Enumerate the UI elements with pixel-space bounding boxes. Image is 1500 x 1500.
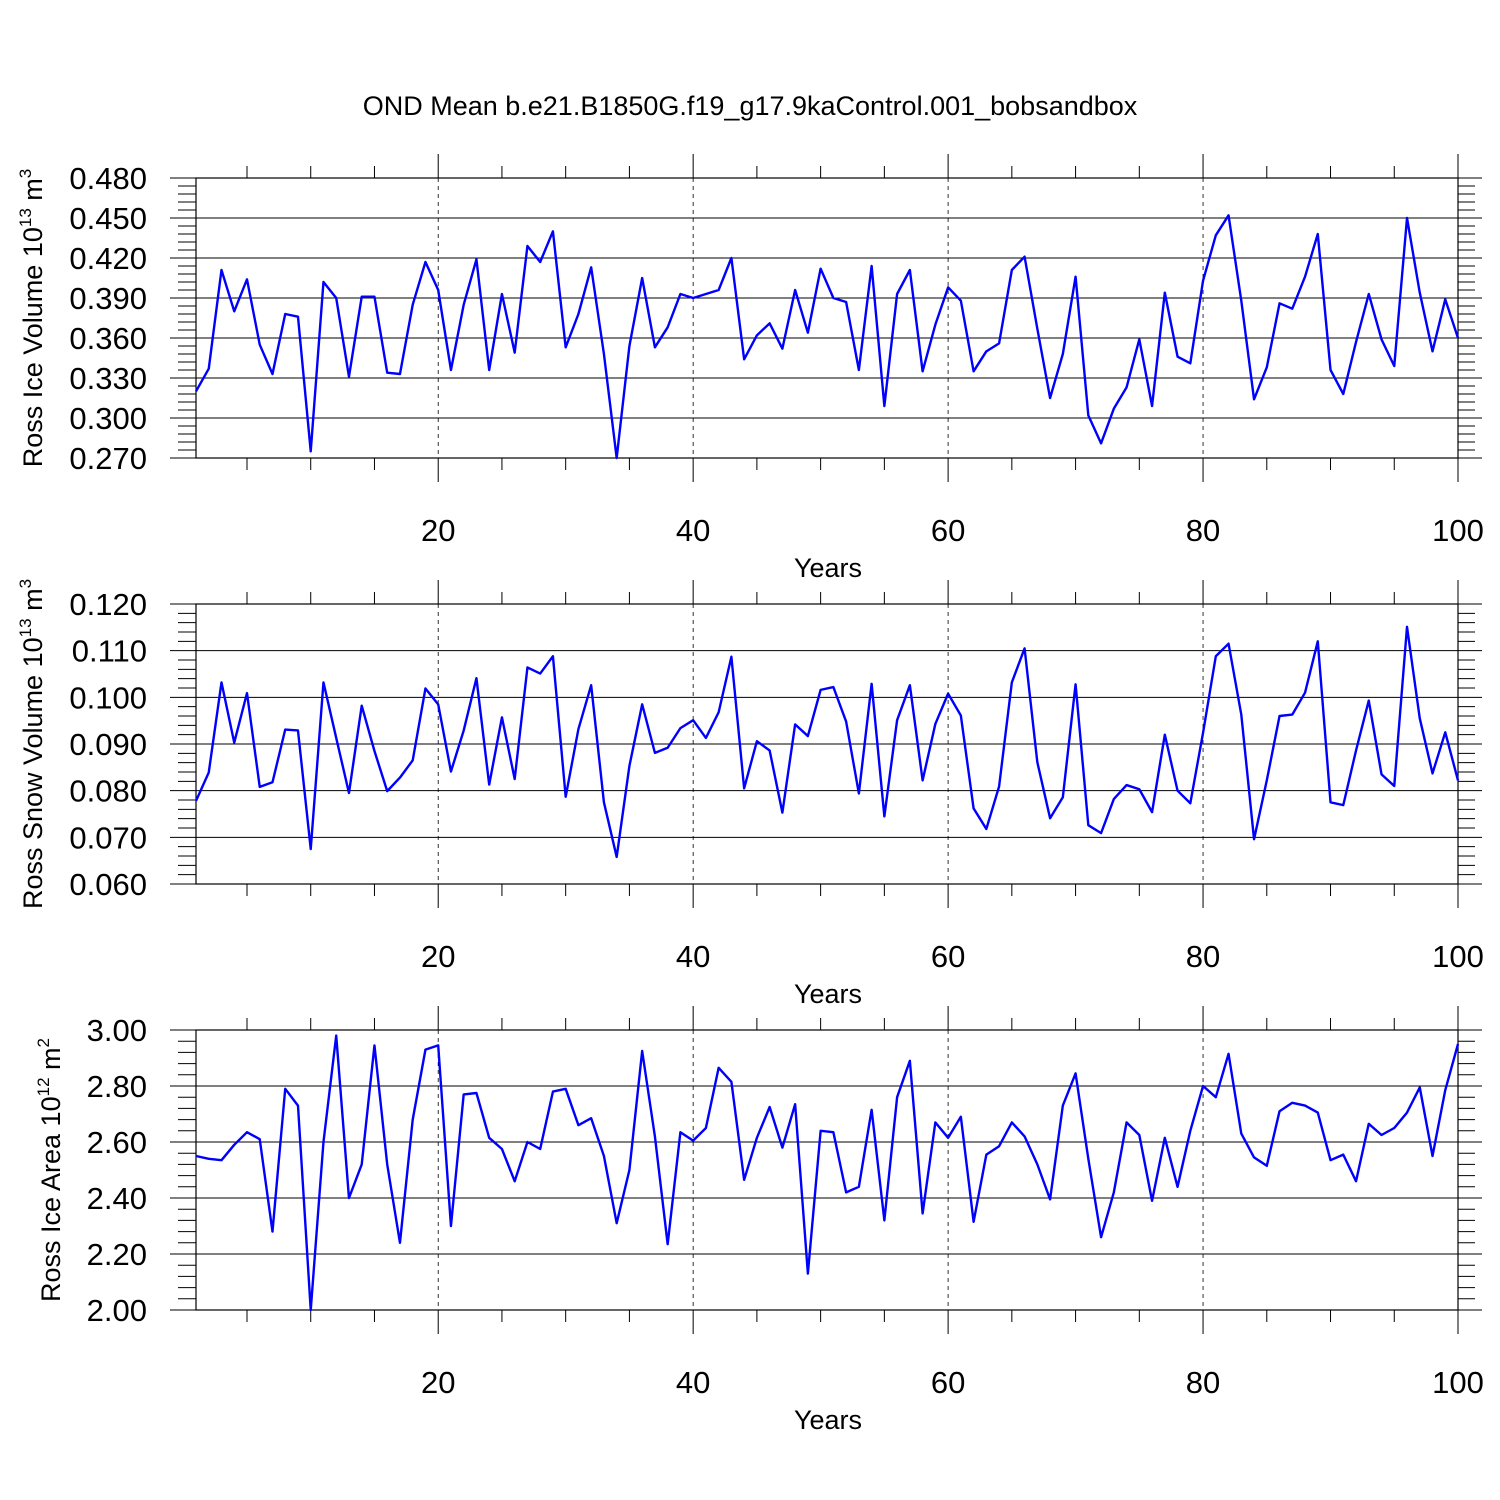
y-tick-label: 2.40 [87,1181,147,1216]
y-tick-label: 3.00 [87,1013,147,1048]
plot-snow-volume: 0.060 0.070 0.080 0.090 0.100 0.110 0.120 20 40 6… [69,580,1484,974]
figure-title: OND Mean b.e21.B1850G.f19_g17.9kaControl… [363,91,1138,121]
x-tick-label: 20 [421,939,455,974]
y-tick-label: 0.080 [69,774,147,809]
y-tick-label: 0.060 [69,867,147,902]
x-tick-label: 40 [676,513,710,548]
y-tick-label: 0.120 [69,587,147,622]
y-tick-label: 0.110 [72,634,147,669]
plot-ice-volume: 0.270 0.300 0.330 0.360 0.390 0.420 0.450 0.480… [69,154,1484,548]
x-tick-label: 80 [1186,939,1220,974]
series-line [195,1034,1460,1312]
x-tick-label: 80 [1186,1365,1220,1400]
xlabel-ice-volume: Years [794,553,862,583]
x-tick-label: 100 [1432,513,1484,548]
y-tick-label: 0.300 [69,401,147,436]
xlabel-ice-area: Years [794,1405,862,1435]
xlabel-snow-volume: Years [794,979,862,1009]
x-tick-label: 20 [421,513,455,548]
y-tick-label: 0.480 [69,161,147,196]
y-tick-label: 2.80 [87,1069,147,1104]
x-tick-label: 20 [421,1365,455,1400]
series-line [194,625,1460,859]
y-tick-label: 0.450 [69,201,147,236]
y-tick-label: 0.360 [69,321,147,356]
y-tick-label: 0.390 [69,281,147,316]
y-tick-label: 2.60 [87,1125,147,1160]
y-tick-label: 0.070 [69,820,147,855]
x-tick-label: 60 [931,1365,965,1400]
plot-frame [195,1029,1459,1311]
y-tick-label: 0.090 [69,727,147,762]
y-tick-label: 0.420 [69,241,147,276]
plot-ice-area: 2.00 2.20 2.40 2.60 2.80 3.00 20 40 60 80 100 [87,1006,1484,1400]
plot-frame [195,177,1459,459]
series-line [194,214,1460,460]
ylabel-snow-volume: Ross Snow Volume 1013 m3 [16,579,48,909]
x-tick-label: 40 [676,939,710,974]
panel-ice-area: Ross Ice Area 1012 m2 Years [34,1038,862,1435]
y-tick-label: 0.100 [69,680,147,715]
y-tick-label: 2.20 [87,1237,147,1272]
panel-ice-volume: Ross Ice Volume 1013 m3 Years [16,169,862,583]
plot-frame [195,603,1459,885]
x-tick-label: 100 [1432,939,1484,974]
x-tick-label: 80 [1186,513,1220,548]
x-tick-label: 100 [1432,1365,1484,1400]
x-tick-label: 40 [676,1365,710,1400]
x-tick-label: 60 [931,513,965,548]
ylabel-ice-volume: Ross Ice Volume 1013 m3 [16,169,48,468]
panel-snow-volume: Ross Snow Volume 1013 m3 Years [16,579,862,1009]
ylabel-ice-area: Ross Ice Area 1012 m2 [34,1038,66,1302]
x-tick-label: 60 [931,939,965,974]
y-tick-label: 2.00 [87,1293,147,1328]
y-tick-label: 0.330 [69,361,147,396]
y-tick-label: 0.270 [69,441,147,476]
